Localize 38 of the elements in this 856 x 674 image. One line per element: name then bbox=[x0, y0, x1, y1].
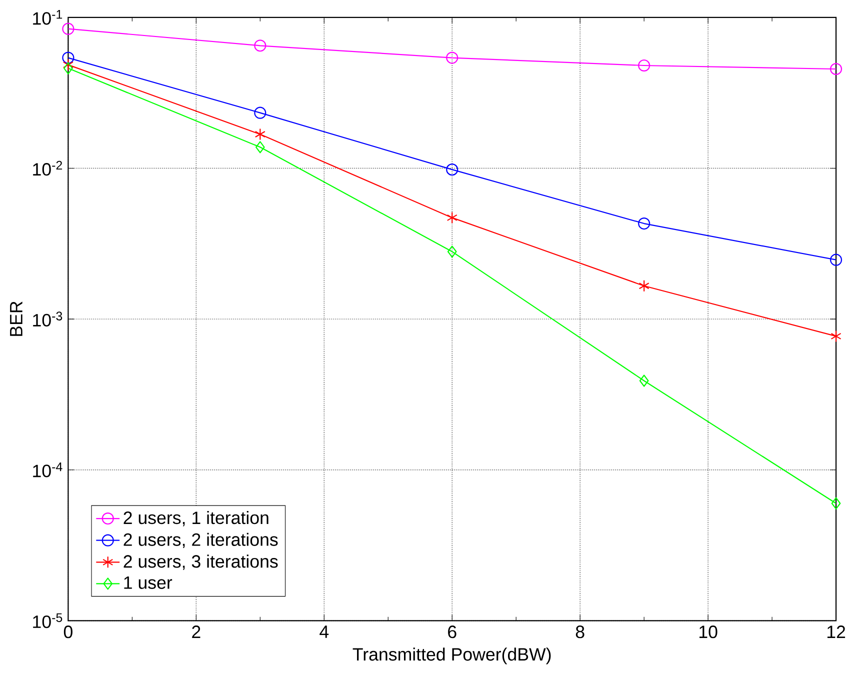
point bbox=[830, 330, 842, 342]
point bbox=[446, 52, 458, 64]
x-tick-label: 12 bbox=[827, 625, 846, 638]
y-tick-label: 10$^{-3}$ bbox=[33, 312, 62, 326]
y-tick-label: 10$^{-4}$ bbox=[33, 462, 62, 478]
x-tick-label: 8 bbox=[576, 625, 584, 638]
point bbox=[62, 52, 74, 64]
x-tick-label: 10 bbox=[699, 625, 718, 638]
point bbox=[638, 217, 650, 230]
point bbox=[446, 163, 458, 176]
legend-label: 2 users, 1 iteration bbox=[124, 510, 268, 526]
y-tick-label: 10$^{-1}$ bbox=[33, 10, 62, 25]
x-tick-label: 6 bbox=[448, 625, 456, 638]
y-tick-label: 10$^{-2}$ bbox=[33, 160, 62, 176]
x-tick-label: 2 bbox=[192, 625, 200, 638]
point bbox=[639, 374, 649, 387]
point bbox=[62, 58, 74, 71]
point bbox=[447, 245, 457, 258]
x-tick-label: 4 bbox=[320, 625, 329, 638]
legend-label: 2 users, 2 iterations bbox=[124, 532, 278, 548]
y-axis-title: BER bbox=[10, 301, 22, 336]
y-tick-label: 10$^{-5}$ bbox=[33, 613, 62, 628]
point bbox=[255, 140, 265, 154]
x-axis-title: Transmitted Power(dBW) bbox=[352, 647, 551, 664]
point bbox=[831, 497, 841, 510]
point bbox=[62, 22, 74, 35]
point bbox=[254, 128, 266, 140]
point bbox=[830, 254, 842, 266]
point bbox=[64, 62, 73, 74]
legend-label: 2 users, 3 iterations bbox=[124, 554, 278, 570]
point bbox=[638, 59, 650, 72]
point bbox=[446, 212, 458, 224]
point bbox=[830, 62, 842, 75]
point bbox=[254, 39, 266, 52]
point bbox=[638, 280, 650, 292]
point bbox=[254, 106, 266, 119]
legend-label: 1 user bbox=[124, 576, 172, 589]
x-tick-label: 0 bbox=[64, 625, 72, 638]
